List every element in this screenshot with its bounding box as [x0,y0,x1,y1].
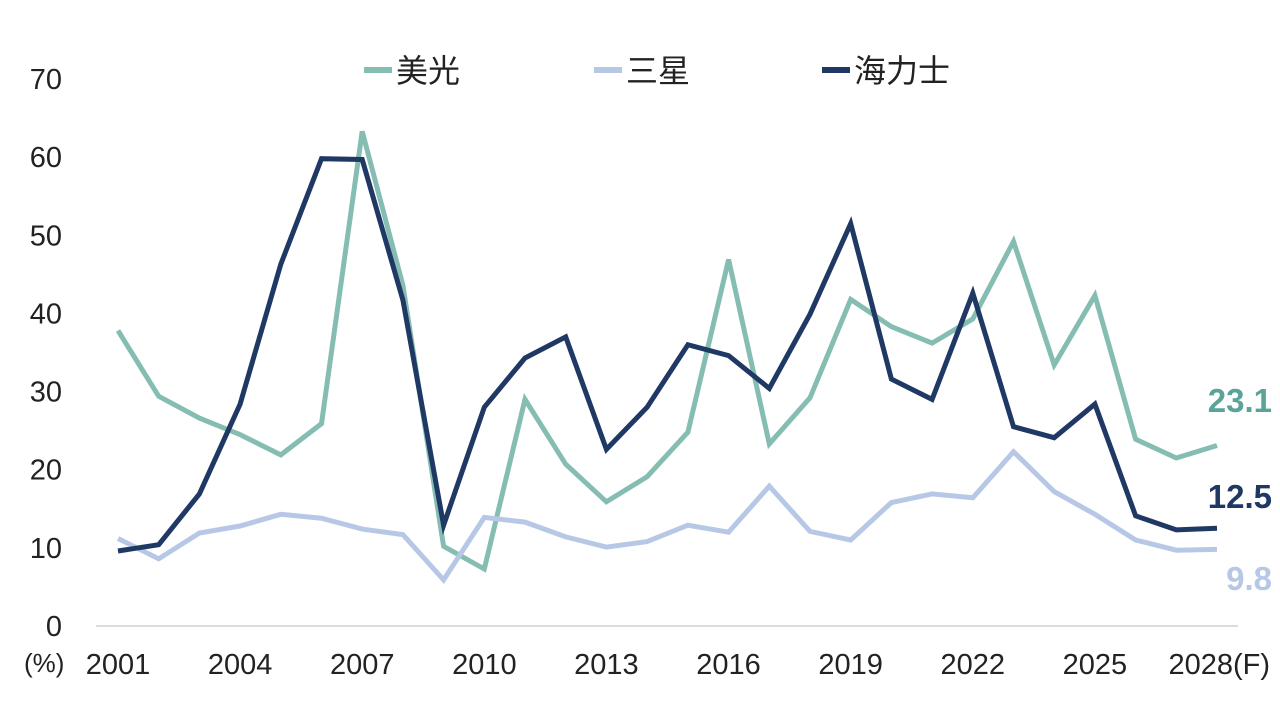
y-tick-label: 0 [46,611,62,643]
x-tick-label: 2016 [696,649,761,681]
y-tick-label: 20 [30,455,62,487]
y-tick-label: 60 [30,142,62,174]
x-axis-ticks: 2001 2004 2007 2010 2013 2016 2019 2022 2025 2028… [86,649,1270,681]
legend-label: 三星 [626,52,690,90]
x-tick-label: 2013 [574,649,639,681]
x-tick-label: 2001 [86,649,151,681]
series-line-1 [115,130,1218,573]
legend: 美光 三星 海力士 [364,52,950,90]
end-value-label-1: 23.1 [1208,382,1272,419]
y-unit-label: (%) [24,648,64,678]
legend-label: 海力士 [854,52,950,90]
y-tick-label: 50 [30,220,62,252]
end-labels: 23.1 9.8 12.5 [1208,382,1272,597]
series-lines [115,130,1218,584]
x-tick-label: 2010 [452,649,517,681]
x-tick-label: 2007 [330,649,395,681]
legend-label: 美光 [396,52,460,90]
y-tick-label: 30 [30,377,62,409]
x-tick-label: 2004 [208,649,273,681]
x-tick-label: 2028(F) [1168,649,1270,681]
y-tick-label: 70 [30,64,62,96]
end-value-label-2: 9.8 [1226,560,1272,597]
series-line-3 [117,156,1218,554]
x-tick-label: 2025 [1063,649,1128,681]
y-tick-label: 10 [30,533,62,565]
x-tick-label: 2019 [818,649,883,681]
y-tick-label: 40 [30,298,62,330]
x-tick-label: 2022 [941,649,1006,681]
y-axis-ticks: 0 10 20 30 40 50 60 70 [30,64,62,643]
end-value-label-3: 12.5 [1208,478,1272,515]
series-line-2 [116,448,1218,584]
